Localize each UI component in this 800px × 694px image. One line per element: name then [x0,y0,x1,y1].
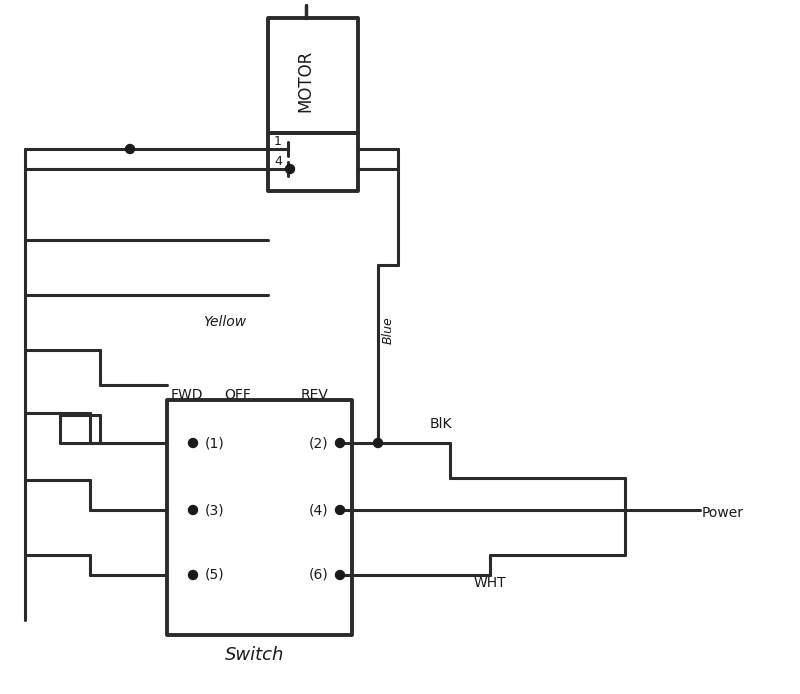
Text: 4: 4 [274,155,282,167]
Circle shape [374,439,382,448]
Text: 1: 1 [274,135,282,148]
Text: Blue: Blue [382,316,394,344]
Text: (1): (1) [205,436,225,450]
Text: Power: Power [702,506,744,520]
Text: REV: REV [301,388,329,402]
Text: FWD: FWD [170,388,203,402]
Bar [167,400,352,635]
Text: (4): (4) [308,503,328,517]
Circle shape [335,570,345,579]
Bar [268,133,358,191]
Text: BlK: BlK [430,417,453,431]
Circle shape [126,144,134,153]
Circle shape [286,164,294,174]
Text: WHT: WHT [474,576,506,590]
Bar [268,18,358,133]
Text: OFF: OFF [225,388,251,402]
Circle shape [189,570,198,579]
Circle shape [335,439,345,448]
Text: (5): (5) [205,568,225,582]
Text: (6): (6) [308,568,328,582]
Text: Yellow: Yellow [203,315,246,329]
Text: Switch: Switch [226,646,285,664]
Text: MOTOR: MOTOR [297,50,315,112]
Circle shape [189,439,198,448]
Circle shape [335,505,345,514]
Circle shape [189,505,198,514]
Text: (3): (3) [205,503,225,517]
Text: (2): (2) [308,436,328,450]
